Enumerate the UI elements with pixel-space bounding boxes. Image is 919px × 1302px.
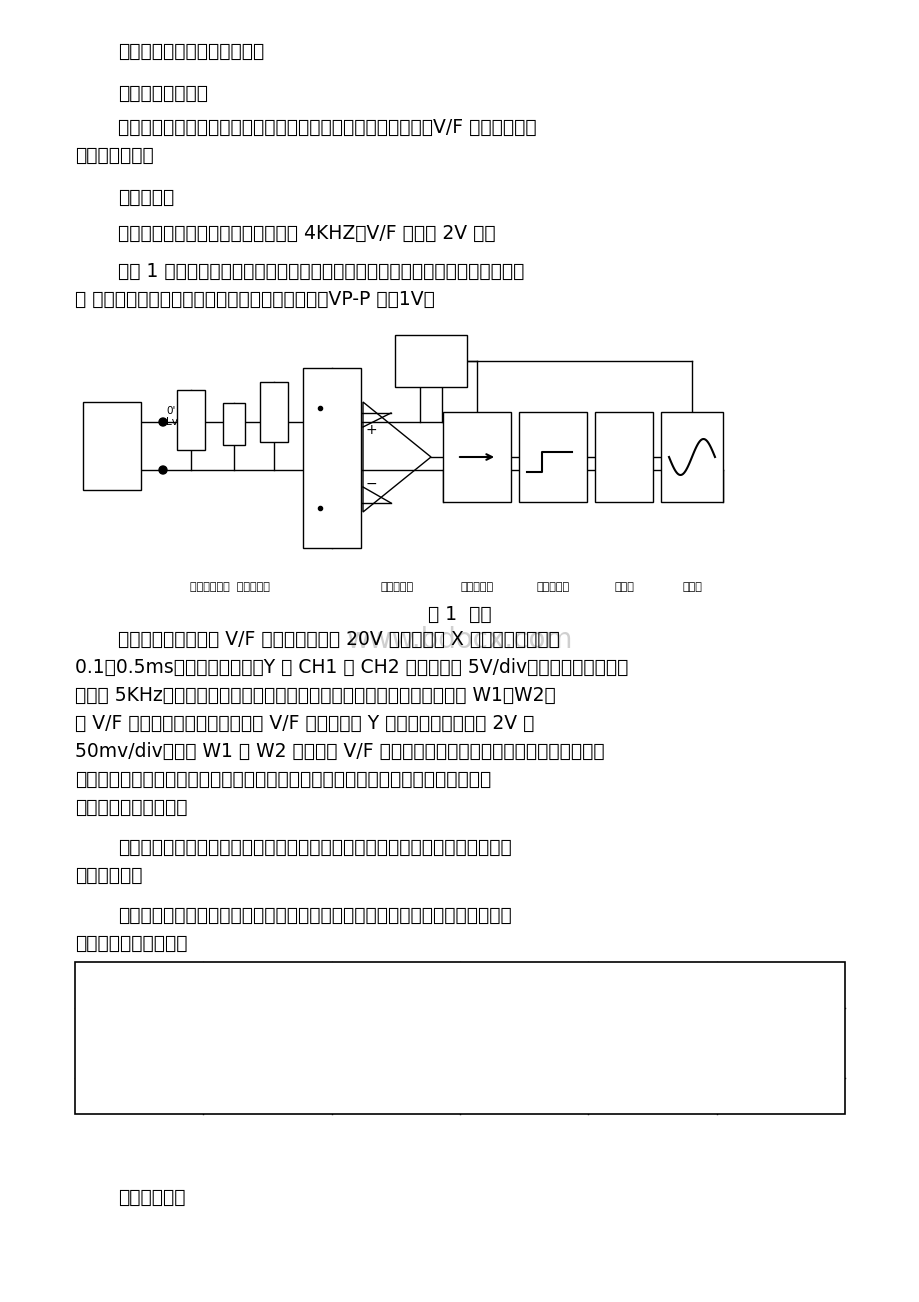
Text: φ2: φ2 (424, 354, 437, 365)
Bar (443, 411, 510, 503)
Bar (302, 368, 360, 548)
Text: 实验步骤：: 实验步骤： (118, 187, 174, 207)
Bar (222, 404, 244, 445)
Text: W₁: W₁ (183, 411, 199, 421)
Text: 1.044: 1.044 (497, 1034, 550, 1052)
Text: 码、振动平台。: 码、振动平台。 (75, 146, 153, 165)
Text: V: V (617, 445, 630, 465)
Text: 差动放大器: 差动放大器 (380, 582, 414, 592)
Circle shape (159, 418, 167, 426)
Bar (595, 411, 652, 503)
Text: 曲线图如下：: 曲线图如下： (118, 1187, 186, 1207)
Text: 适当调整差动放大器的放大倍数，使在称重平台上放上一定数量的砥码时电压表: 适当调整差动放大器的放大倍数，使在称重平台上放上一定数量的砥码时电压表 (118, 838, 511, 857)
Text: Li: Li (327, 453, 336, 464)
Text: 振荡器: 振荡器 (101, 448, 123, 461)
Text: 电压表: 电压表 (613, 582, 633, 592)
Text: 1.047: 1.047 (625, 1034, 678, 1052)
Text: Lo: Lo (325, 385, 337, 395)
Text: 1.042: 1.042 (369, 1034, 422, 1052)
Text: 形。放手后，梁复原。: 形。放手后，梁复原。 (75, 798, 187, 816)
Text: 图 1  接线: 图 1 接线 (427, 605, 492, 624)
Text: 音频: 音频 (105, 423, 119, 436)
Text: 将测量系统调零，将 V/F 表的切换开关置 20V 档，示波器 X 轴扫描时间切换到: 将测量系统调零，将 V/F 表的切换开关置 20V 档，示波器 X 轴扫描时间切… (118, 630, 560, 648)
Text: 100g: 100g (756, 975, 804, 995)
Text: 去掉砥码，必要的话将系统重新调零。然后逐个加上砥码，读出表头读数，记下: 去掉砥码，必要的话将系统重新调零。然后逐个加上砥码，读出表头读数，记下 (118, 906, 511, 924)
Circle shape (159, 466, 167, 474)
Text: Lo: Lo (325, 521, 337, 531)
Text: （V）: （V） (123, 1044, 155, 1062)
Bar (260, 381, 288, 441)
Bar (660, 411, 722, 503)
Text: 指示不溢出。: 指示不溢出。 (75, 866, 142, 885)
Text: 节 音频振荡器的幅度旋鈕，使音频振荡器的输出为VP-P 值为1V。: 节 音频振荡器的幅度旋鈕，使音频振荡器的输出为VP-P 值为1V。 (75, 290, 435, 309)
Text: 实验数据，填入下表：: 实验数据，填入下表： (75, 934, 187, 953)
Text: 1.049: 1.049 (754, 1034, 807, 1052)
Text: Lv: Lv (165, 417, 177, 427)
Text: 感器托盘的中间产生一个位移，调节移相器的移相旋鈕，使示波器显示全波检波的图: 感器托盘的中间产生一个位移，调节移相器的移相旋鈕，使示波器显示全波检波的图 (75, 769, 491, 789)
Text: 20g: 20g (249, 975, 285, 995)
Text: 示波器: 示波器 (681, 582, 701, 592)
Text: 低通滤波器: 低通滤波器 (536, 582, 569, 592)
Text: 0.1～0.5ms（以合适为宜），Y 轴 CH1 或 CH2 切换开关置 5V/div，音频振荡器的频率: 0.1～0.5ms（以合适为宜），Y 轴 CH1 或 CH2 切换开关置 5V/… (75, 658, 628, 677)
Text: −: − (365, 477, 377, 491)
Text: C: C (230, 410, 238, 421)
Text: VP-P: VP-P (119, 1026, 158, 1044)
Text: 80g: 80g (634, 975, 670, 995)
Text: 旋鈕置 5KHz，幅度旋鈕置中间位置。开启主、副电源，调节电桥网络中的 W1，W2，: 旋鈕置 5KHz，幅度旋鈕置中间位置。开启主、副电源，调节电桥网络中的 W1，W… (75, 686, 555, 704)
Text: W₂: W₂ (266, 404, 281, 413)
Text: 1.040: 1.040 (241, 1034, 294, 1052)
Bar (83, 402, 141, 490)
Text: 50mv/div，细条 W1 和 W2 旋鈕，使 V/F 表显示值最小。再用手按住双孔悬臂梁称重传: 50mv/div，细条 W1 和 W2 旋鈕，使 V/F 表显示值最小。再用手按… (75, 742, 604, 760)
Text: 使 V/F 表和示波器显示最小，再把 V/F 表和示波器 Y 轴的切换开关分别置 2V 和: 使 V/F 表和示波器显示最小，再把 V/F 表和示波器 Y 轴的切换开关分别置… (75, 713, 534, 733)
Bar (176, 391, 205, 450)
Text: 40g: 40g (378, 975, 414, 995)
Text: 0': 0' (165, 406, 176, 417)
Text: 音频振荡器、差动放大器、移相器、相敏检波器、低通滤波器、V/F 表、电桥、砥: 音频振荡器、差动放大器、移相器、相敏检波器、低通滤波器、V/F 表、电桥、砥 (118, 118, 536, 137)
Text: φ1/: φ1/ (422, 340, 439, 350)
Text: 所需单元及部件：: 所需单元及部件： (118, 85, 208, 103)
Text: 移相器: 移相器 (421, 368, 440, 378)
Text: 了解差动变压器的实际应用。: 了解差动变压器的实际应用。 (118, 42, 264, 61)
Text: 电桥平衡网络  差动变压器: 电桥平衡网络 差动变压器 (190, 582, 269, 592)
Text: 60g: 60g (505, 975, 541, 995)
Text: www.bdocx.com: www.bdocx.com (346, 626, 573, 654)
Text: 有关旋鈕初始位置：音频振荡器调至 4KHZ，V/F 表打到 2V 档。: 有关旋鈕初始位置：音频振荡器调至 4KHZ，V/F 表打到 2V 档。 (118, 224, 495, 243)
Text: Wq: Wq (124, 975, 154, 995)
Bar (75, 962, 844, 1115)
Bar (394, 335, 467, 387)
Text: +: + (365, 423, 377, 437)
Text: 相敏检波器: 相敏检波器 (460, 582, 493, 592)
Bar (518, 411, 586, 503)
Text: 按图 1 接线，组成一个电感电桥测量系统，开启主、副电源，利用示波器观察调: 按图 1 接线，组成一个电感电桥测量系统，开启主、副电源，利用示波器观察调 (118, 262, 524, 281)
